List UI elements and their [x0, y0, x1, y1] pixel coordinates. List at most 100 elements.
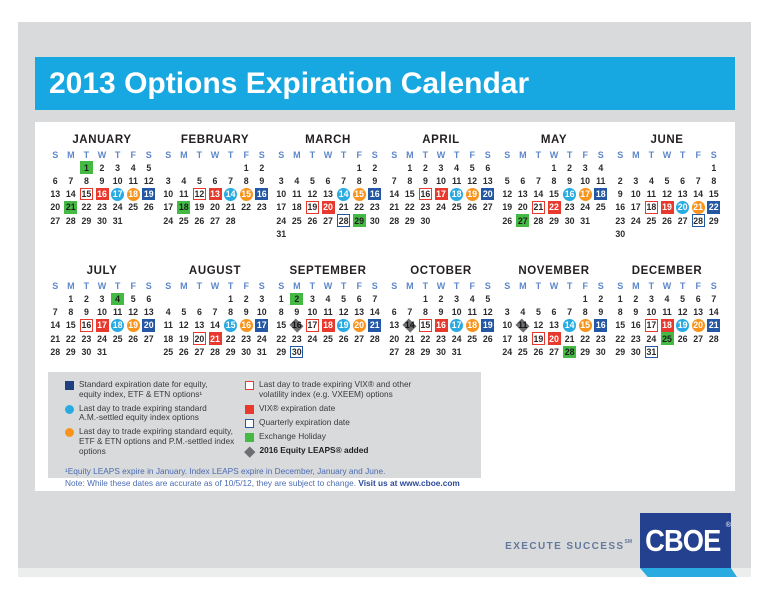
calendar-day: 26 — [178, 346, 189, 357]
calendar-day: 14 — [210, 320, 220, 331]
month-title: SEPTEMBER — [289, 265, 367, 278]
calendar-day: 15 — [276, 320, 287, 331]
calendar-day-pm: 18 — [126, 187, 140, 201]
calendar-day: 8 — [407, 175, 413, 186]
weekday-header-cell: W — [97, 280, 107, 291]
legend-item-label: 2016 Equity LEAPS® added — [260, 445, 369, 456]
calendar-day: 5 — [196, 175, 202, 186]
calendar-day: 1 — [356, 162, 362, 173]
weekday-header-cell: W — [662, 280, 672, 291]
calendar-day: 28 — [389, 215, 400, 226]
calendar-day: 10 — [630, 189, 641, 200]
calendar-day: 12 — [307, 189, 318, 200]
calendar-day: 6 — [680, 175, 686, 186]
calendar-day: 24 — [112, 202, 123, 213]
calendar-day-holiday: 1 — [79, 161, 93, 175]
footnotes: ¹Equity LEAPS expire in January. Index L… — [65, 465, 481, 489]
calendar-day: 11 — [451, 175, 462, 186]
calendar-day: 19 — [194, 202, 205, 213]
calendar-day: 28 — [225, 215, 236, 226]
weekday-header-cell: S — [597, 280, 604, 291]
weekday-header-cell: T — [340, 280, 347, 291]
calendar-day: 23 — [615, 215, 626, 226]
calendar-day: 22 — [241, 202, 252, 213]
calendar-day: 3 — [582, 162, 588, 173]
calendar-day: 10 — [580, 175, 591, 186]
month-title: JANUARY — [72, 134, 132, 146]
calendar-day-am: 18 — [111, 319, 124, 332]
weekday-header-cell: S — [371, 280, 378, 291]
calendar-day: 2 — [617, 175, 623, 186]
vix-exp-legend-icon — [245, 404, 254, 414]
calendar-day: 2 — [372, 162, 378, 173]
calendar-day: 17 — [630, 202, 641, 213]
tagline: EXECUTE SUCCESSSM — [400, 539, 632, 552]
calendar-day: 5 — [469, 162, 475, 173]
calendar-day: 10 — [307, 307, 318, 318]
calendar-day: 11 — [112, 307, 123, 318]
calendar-day: 15 — [615, 320, 626, 331]
legend-label-line: Exchange Holiday — [259, 430, 326, 441]
calendar-day: 8 — [83, 175, 89, 186]
calendar-day-vix-exp: 21 — [208, 332, 222, 345]
weekday-header-cell: T — [535, 149, 542, 160]
legend-label-line: Last day to trade expiring VIX® and othe… — [259, 379, 412, 389]
calendar-day: 5 — [485, 294, 491, 305]
month-day-grid: S M T W T F S 1 2 3 4 5 6 7 8 9 10 11 12 13 14 15 16 17 18 19 20 21… — [386, 279, 495, 358]
legend-item-leaps: 2016 Equity LEAPS® added — [244, 445, 465, 457]
calendar-day: 11 — [179, 189, 189, 200]
calendar-day: 9 — [243, 307, 249, 318]
legend-item-quarterly: Quarterly expiration date — [245, 417, 465, 428]
calendar-day: 27 — [323, 215, 333, 226]
calendar-day: 4 — [130, 162, 136, 173]
month-title: DECEMBER — [631, 265, 703, 278]
calendar-day: 12 — [338, 307, 349, 318]
calendar-day: 3 — [504, 307, 510, 318]
calendar-day-vix-exp: 16 — [95, 187, 109, 201]
weekday-header-cell: M — [293, 280, 301, 291]
calendar-day-quarterly: 30 — [290, 345, 304, 359]
weekday-header-cell: T — [309, 149, 316, 160]
page-bottom-strip — [18, 568, 751, 577]
weekday-header-cell: T — [227, 149, 234, 160]
calendar-day: 30 — [81, 346, 92, 357]
calendar-day: 4 — [664, 294, 670, 305]
calendar-day: 22 — [404, 202, 415, 213]
header-bar: 2013 Options Expiration Calendar — [35, 57, 735, 110]
weekday-header-cell: F — [582, 280, 588, 291]
calendar-day: 21 — [389, 202, 400, 213]
calendar-day: 9 — [422, 175, 428, 186]
month-june: JUNE S M T W T F S 1 2 3 4 5 6 7 8 9 10 11 12 13 14 15 16 17 18 19… — [611, 134, 723, 240]
month-december: DECEMBER S M T W T F S 1 2 3 4 5 6 7 8 9 10 11 12 13 14 15 16 17… — [611, 265, 723, 359]
calendar-day-pm: 18 — [465, 319, 479, 332]
weekday-header-cell: S — [504, 280, 511, 291]
calendar-day: 31 — [580, 215, 591, 226]
weekday-header-cell: S — [597, 149, 604, 160]
calendar-day: 10 — [163, 189, 174, 200]
calendar-day: 1 — [582, 294, 588, 305]
calendar-day: 9 — [259, 175, 265, 186]
calendar-day: 11 — [292, 189, 302, 200]
calendar-day: 12 — [677, 307, 688, 318]
weekday-header-cell: M — [67, 149, 75, 160]
calendar-day: 25 — [178, 215, 189, 226]
calendar-day: 10 — [451, 307, 462, 318]
calendar-day: 12 — [502, 189, 513, 200]
vix-last-legend-icon — [245, 381, 254, 390]
calendar-day: 8 — [617, 307, 623, 318]
calendar-day-holiday: 25 — [660, 332, 674, 345]
month-title: FEBRUARY — [180, 134, 250, 146]
calendar-day-vix-exp: 18 — [660, 319, 674, 332]
calendar-day: 4 — [648, 175, 654, 186]
weekday-header-cell: S — [52, 280, 59, 291]
weekday-header-cell: M — [632, 280, 640, 291]
calendar-day: 16 — [615, 202, 626, 213]
calendar-day: 23 — [420, 202, 431, 213]
calendar-day: 30 — [241, 346, 252, 357]
calendar-day-standard: 19 — [481, 319, 495, 332]
calendar-day: 9 — [617, 189, 623, 200]
calendar-day: 13 — [194, 320, 205, 331]
calendar-day: 26 — [128, 333, 139, 344]
weekday-header-cell: F — [469, 280, 475, 291]
legend-box: Standard expiration date for equity, equi… — [48, 372, 481, 488]
